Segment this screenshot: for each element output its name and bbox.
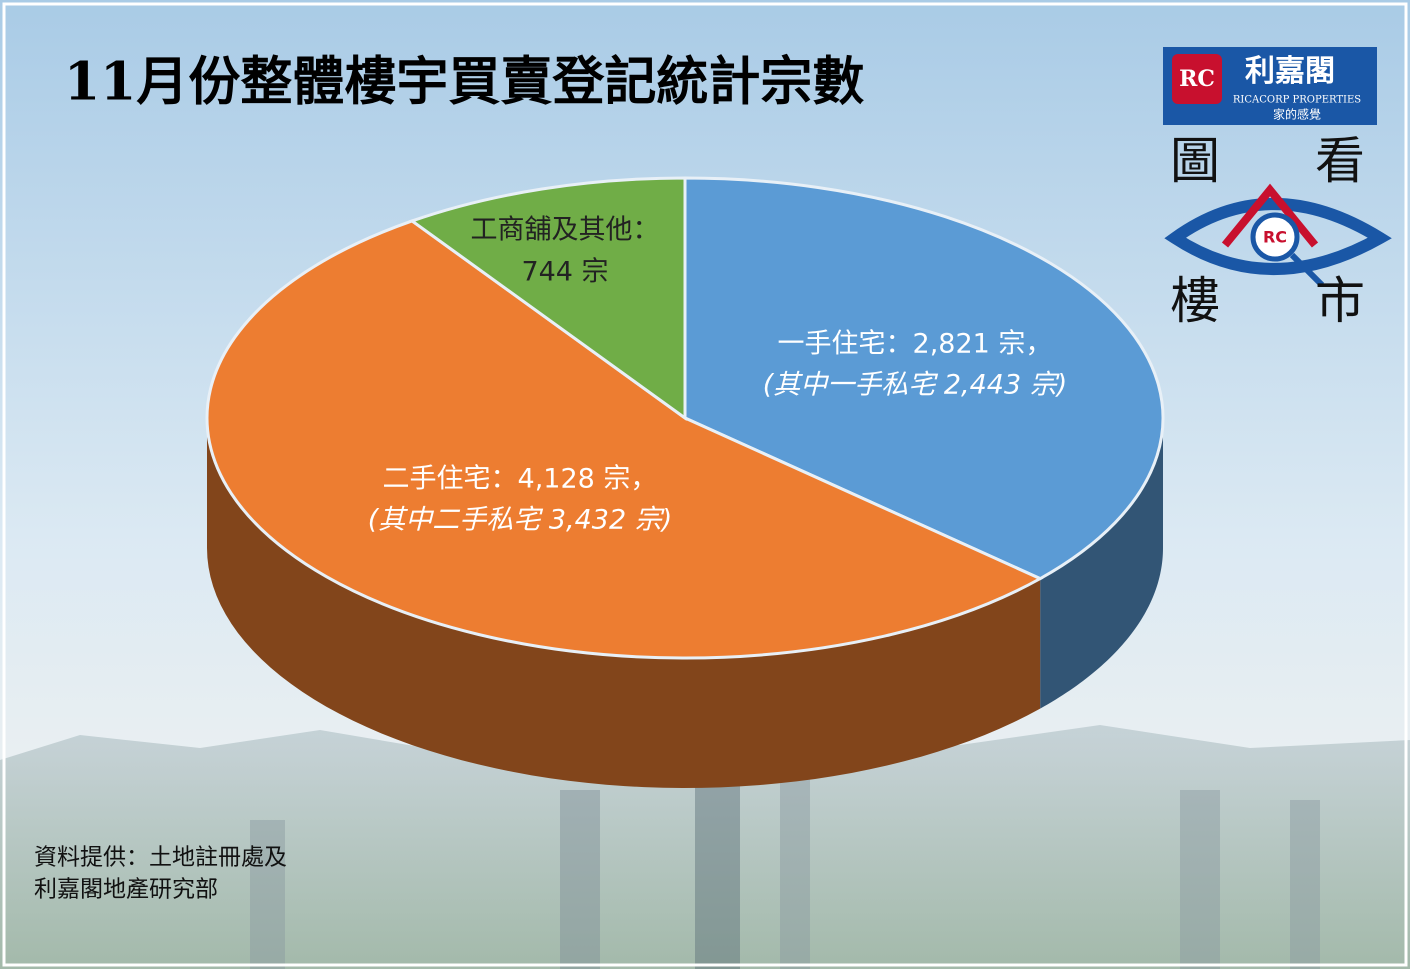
badge-lens bbox=[1250, 212, 1300, 262]
annotation: (其中二手私宅 3,432 宗) bbox=[368, 505, 673, 536]
logo-company: 利嘉閣 bbox=[1245, 54, 1335, 89]
logo-slogan: 家的感覺 bbox=[1273, 107, 1321, 122]
labels: 一手住宅：2,821 宗， 二手住宅：4,128 宗， 工商舖及其他： 744 宗 (其… bbox=[368, 215, 1068, 536]
badge-char: 市 bbox=[1315, 272, 1365, 330]
source-line: 資料提供：土地註冊處及 bbox=[34, 845, 287, 871]
slice-side bbox=[1040, 418, 1163, 709]
logo-mark-bg bbox=[1172, 54, 1222, 104]
value-label: 一手住宅：2,821 宗， bbox=[778, 329, 1053, 360]
chart-title: 11月份整體樓宇買賣登記統計宗數 bbox=[64, 52, 864, 113]
logo-company-en: RICACORP PROPERTIES bbox=[1233, 95, 1361, 106]
badge-char: 圖 bbox=[1170, 132, 1220, 190]
badge: RC 圖 看 樓 市 bbox=[1164, 132, 1392, 330]
badge-handle bbox=[1289, 252, 1325, 288]
slice bbox=[408, 176, 687, 421]
value-label: 744 宗 bbox=[521, 257, 608, 288]
badge-eye bbox=[1164, 198, 1392, 275]
annotation: (其中一手私宅 2,443 宗) bbox=[763, 370, 1068, 401]
badge-char: 看 bbox=[1315, 132, 1365, 190]
slice bbox=[683, 176, 1165, 581]
slice-side bbox=[207, 418, 1041, 788]
source-line: 利嘉閣地產研究部 bbox=[34, 877, 218, 903]
city-skyline bbox=[0, 725, 1410, 969]
badge-char: 樓 bbox=[1170, 272, 1220, 330]
badge-mark: RC bbox=[1263, 228, 1287, 247]
badge-roof bbox=[1221, 183, 1319, 248]
slice bbox=[205, 219, 1044, 660]
value-label: 二手住宅：4,128 宗， bbox=[383, 464, 658, 495]
pie bbox=[205, 176, 1165, 788]
buildings bbox=[250, 750, 1320, 969]
logo-mark: RC bbox=[1179, 66, 1215, 92]
logo: RC 利嘉閣 RICACORP PROPERTIES 家的感覺 bbox=[1163, 47, 1377, 125]
value-label: 工商舖及其他： bbox=[471, 215, 660, 246]
